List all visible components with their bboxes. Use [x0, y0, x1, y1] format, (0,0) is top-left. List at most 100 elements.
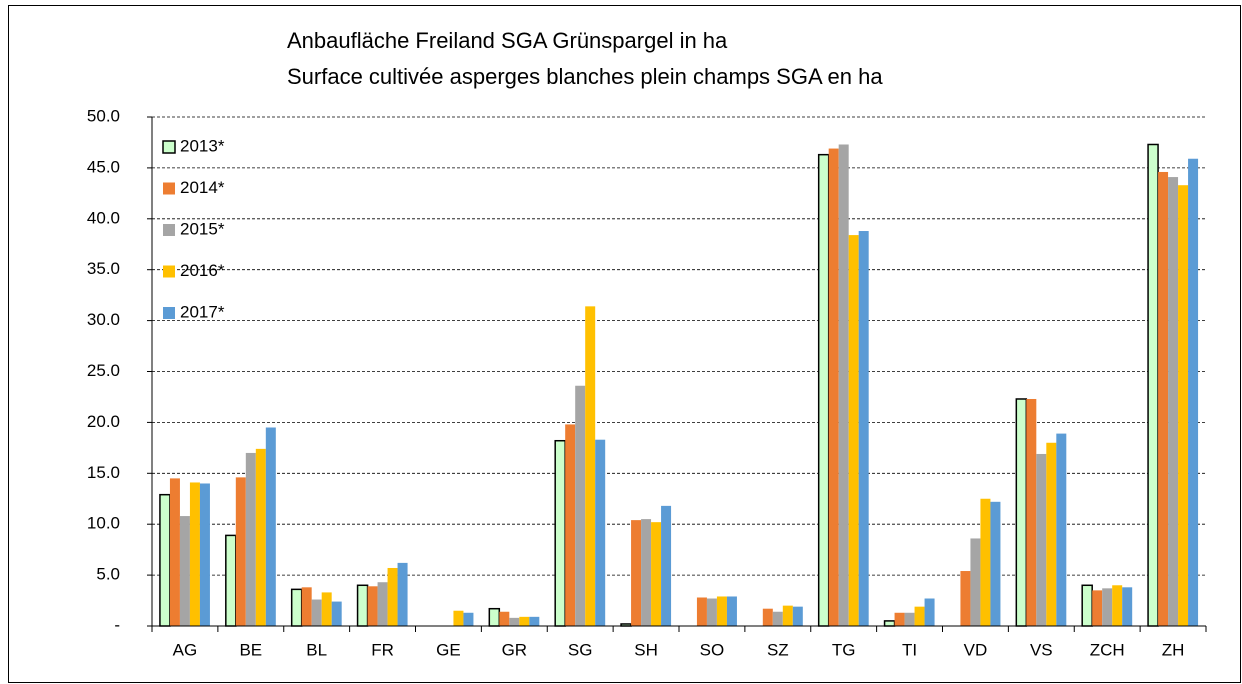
bar [1147, 143, 1159, 627]
bar [585, 306, 596, 626]
bar [265, 427, 276, 626]
x-tick-label: SH [634, 640, 658, 659]
bar [189, 482, 200, 626]
bar [726, 596, 737, 626]
y-tick-label: 20.0 [87, 412, 120, 431]
bar [235, 477, 246, 626]
x-tick-label: ZH [1162, 640, 1185, 659]
y-tick-label: 15.0 [87, 463, 120, 482]
bar [858, 231, 869, 627]
x-tick-label: ZCH [1090, 640, 1125, 659]
bar [199, 483, 210, 626]
legend-label: 2017* [180, 302, 225, 321]
bar [970, 538, 981, 626]
bar [904, 612, 915, 626]
x-tick-label: TI [902, 640, 917, 659]
bar [565, 424, 576, 626]
bar [848, 235, 859, 626]
bar [301, 587, 312, 626]
bar [1188, 158, 1199, 626]
bar [651, 522, 662, 626]
bar [1081, 584, 1093, 627]
bar [980, 498, 991, 626]
bar [706, 598, 717, 626]
x-tick-label: GR [502, 640, 528, 659]
legend-swatch [162, 140, 176, 154]
bar [311, 599, 322, 626]
x-tick-label: AG [173, 640, 198, 659]
bar [331, 601, 342, 626]
bar [1112, 585, 1123, 626]
bar [838, 144, 849, 626]
x-tick-label: SO [700, 640, 725, 659]
x-tick-label: GE [436, 640, 461, 659]
bar [509, 617, 520, 626]
bar [641, 519, 652, 626]
bar [661, 505, 672, 626]
bar [377, 582, 388, 626]
legend-swatch [163, 307, 175, 319]
bar [321, 592, 332, 626]
x-tick-label: VD [964, 640, 988, 659]
x-tick-label: TG [832, 640, 856, 659]
bar [225, 534, 237, 627]
legend-swatch [163, 224, 175, 236]
bar [716, 596, 727, 626]
bar [762, 608, 773, 626]
y-tick-label: 50.0 [87, 106, 120, 125]
y-tick-label: 5.0 [96, 565, 120, 584]
bar [1178, 185, 1189, 626]
bar [1056, 433, 1067, 626]
legend-swatch [163, 182, 175, 195]
y-tick-label: 25.0 [87, 361, 120, 380]
legend-swatch [163, 265, 175, 278]
bar [772, 611, 783, 626]
bar [1015, 398, 1028, 627]
bar [1122, 587, 1133, 626]
bar [696, 597, 707, 626]
legend-label: 2014* [180, 178, 225, 197]
legend-label: 2016* [180, 261, 225, 280]
bar [453, 610, 464, 626]
bar [595, 439, 606, 626]
bar [463, 612, 474, 626]
bar [1036, 453, 1047, 626]
bar [1158, 171, 1169, 627]
x-tick-label: FR [371, 640, 394, 659]
bar [1092, 590, 1103, 626]
bar [397, 562, 408, 626]
bar [960, 571, 971, 626]
bar [255, 448, 266, 626]
bar [782, 605, 793, 626]
bar [356, 584, 369, 627]
y-tick-label: 30.0 [87, 310, 120, 329]
chart-subtitle: Surface cultivée asperges blanches plein… [287, 64, 883, 89]
bar [1046, 442, 1057, 626]
bar [631, 520, 642, 626]
bar [554, 439, 566, 627]
bar [1168, 177, 1179, 626]
bar [290, 588, 303, 627]
x-tick-label: BL [306, 640, 327, 659]
bar [159, 493, 171, 627]
bar [488, 607, 501, 627]
chart-title: Anbaufläche Freiland SGA Grünspargel in … [287, 28, 728, 53]
bar [575, 385, 586, 626]
bar [924, 598, 935, 626]
bar [499, 611, 510, 626]
bar [387, 567, 398, 626]
bar [169, 478, 180, 626]
x-tick-label: SZ [767, 640, 789, 659]
bar [179, 516, 190, 626]
bar [519, 616, 530, 626]
legend-label: 2013* [180, 136, 225, 155]
bar [894, 612, 905, 626]
y-tick-label: - [114, 615, 120, 634]
bar [367, 586, 378, 626]
bar [1026, 398, 1037, 626]
bar [828, 148, 839, 627]
bar [1102, 588, 1113, 626]
bar [914, 606, 925, 626]
x-tick-label: VS [1030, 640, 1053, 659]
